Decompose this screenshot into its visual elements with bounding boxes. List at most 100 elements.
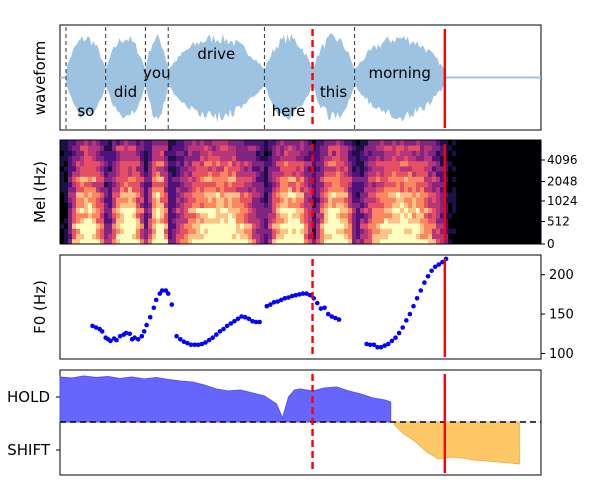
mel-cell	[196, 223, 201, 229]
mel-cell	[340, 218, 345, 224]
mel-cell	[92, 192, 97, 198]
mel-cell	[416, 223, 421, 229]
mel-cell	[404, 192, 409, 198]
mel-cell	[88, 212, 93, 219]
mel-cell	[80, 233, 85, 240]
mel-cell	[120, 238, 125, 245]
mel-cell	[72, 218, 77, 224]
mel-cell	[424, 218, 429, 224]
mel-cell	[448, 145, 453, 151]
mel-cell	[216, 218, 221, 224]
mel-cell	[136, 197, 141, 203]
mel-cell	[128, 171, 133, 177]
mel-cell	[168, 228, 173, 234]
mel-cell	[200, 218, 205, 224]
mel-cell	[380, 238, 385, 245]
mel-cell	[448, 140, 453, 146]
mel-cell	[164, 171, 169, 177]
mel-cell	[68, 202, 73, 208]
mel-cell	[64, 212, 69, 219]
mel-cell	[440, 228, 445, 234]
mel-cell	[452, 176, 457, 182]
mel-cell	[232, 228, 237, 234]
mel-cell	[312, 186, 317, 193]
mel-cell	[160, 223, 165, 229]
mel-cell	[316, 207, 321, 214]
mel-cell	[328, 238, 333, 245]
mel-cell	[152, 186, 157, 193]
mel-cell	[216, 202, 221, 208]
mel-cell	[332, 218, 337, 224]
mel-cell	[116, 150, 121, 156]
mel-cell	[384, 160, 389, 167]
mel-cell	[140, 233, 145, 240]
mel-cell	[348, 150, 353, 156]
mel-cell	[272, 238, 277, 245]
mel-cell	[156, 181, 161, 188]
mel-cell	[244, 145, 249, 151]
mel-cell	[96, 212, 101, 219]
mel-cell	[324, 223, 329, 229]
mel-cell	[188, 160, 193, 167]
mel-cell	[256, 171, 261, 177]
mel-cell	[64, 192, 69, 198]
mel-cell	[312, 223, 317, 229]
mel-cell	[128, 166, 133, 172]
mel-cell	[344, 186, 349, 193]
mel-cell	[212, 166, 217, 172]
mel-cell	[272, 197, 277, 203]
mel-cell	[92, 202, 97, 208]
mel-cell	[400, 186, 405, 193]
mel-cell	[420, 223, 425, 229]
mel-cell	[432, 197, 437, 203]
mel-cell	[156, 238, 161, 245]
mel-cell	[136, 223, 141, 229]
mel-cell	[388, 171, 393, 177]
mel-cell	[452, 228, 457, 234]
mel-cell	[284, 160, 289, 167]
mel-cell	[368, 192, 373, 198]
mel-cell	[260, 207, 265, 214]
mel-cell	[400, 150, 405, 156]
mel-cell	[92, 145, 97, 151]
mel-cell	[160, 207, 165, 214]
mel-cell	[336, 171, 341, 177]
mel-cell	[272, 212, 277, 219]
mel-cell	[148, 212, 153, 219]
mel-cell	[348, 228, 353, 234]
mel-cell	[304, 155, 309, 162]
mel-cell	[236, 192, 241, 198]
mel-cell	[208, 202, 213, 208]
mel-cell	[124, 166, 129, 172]
mel-cell	[80, 186, 85, 193]
mel-cell	[156, 150, 161, 156]
mel-cell	[244, 171, 249, 177]
mel-cell	[104, 238, 109, 245]
mel-cell	[352, 212, 357, 219]
f0-ylabel: F0 (Hz)	[31, 280, 49, 334]
mel-cell	[364, 140, 369, 146]
mel-cell	[268, 233, 273, 240]
mel-cell	[64, 176, 69, 182]
mel-cell	[304, 160, 309, 167]
mel-cell	[392, 150, 397, 156]
mel-cell	[268, 197, 273, 203]
mel-cell	[280, 212, 285, 219]
mel-cell	[144, 238, 149, 245]
mel-cell	[136, 176, 141, 182]
mel-cell	[224, 176, 229, 182]
mel-cell	[184, 140, 189, 146]
mel-cell	[408, 228, 413, 234]
mel-cell	[84, 223, 89, 229]
mel-cell	[380, 171, 385, 177]
mel-cell	[220, 186, 225, 193]
mel-cell	[408, 212, 413, 219]
mel-cell	[208, 181, 213, 188]
f0-point	[440, 259, 445, 265]
mel-cell	[308, 212, 313, 219]
mel-cell	[232, 171, 237, 177]
mel-cell	[424, 171, 429, 177]
mel-cell	[192, 171, 197, 177]
mel-cell	[92, 207, 97, 214]
mel-cell	[96, 192, 101, 198]
